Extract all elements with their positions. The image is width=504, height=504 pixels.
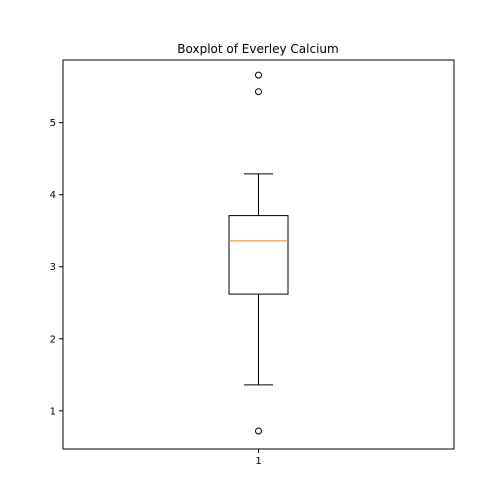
y-tick-label: 1 [50,406,56,417]
y-tick-label: 4 [50,190,56,201]
y-tick-label: 3 [50,262,56,273]
axes-frame [62,59,455,450]
outlier-point [255,88,262,96]
y-tick-label: 5 [50,118,56,129]
plot-area: 1 2 3 4 5 1 [50,71,289,467]
iqr-box [228,215,289,295]
y-tick-label: 2 [50,334,56,345]
chart-title: Boxplot of Everley Calcium [177,42,338,56]
x-tick-label: 1 [255,456,261,467]
outlier-point [255,427,262,435]
outlier-point [255,71,262,79]
